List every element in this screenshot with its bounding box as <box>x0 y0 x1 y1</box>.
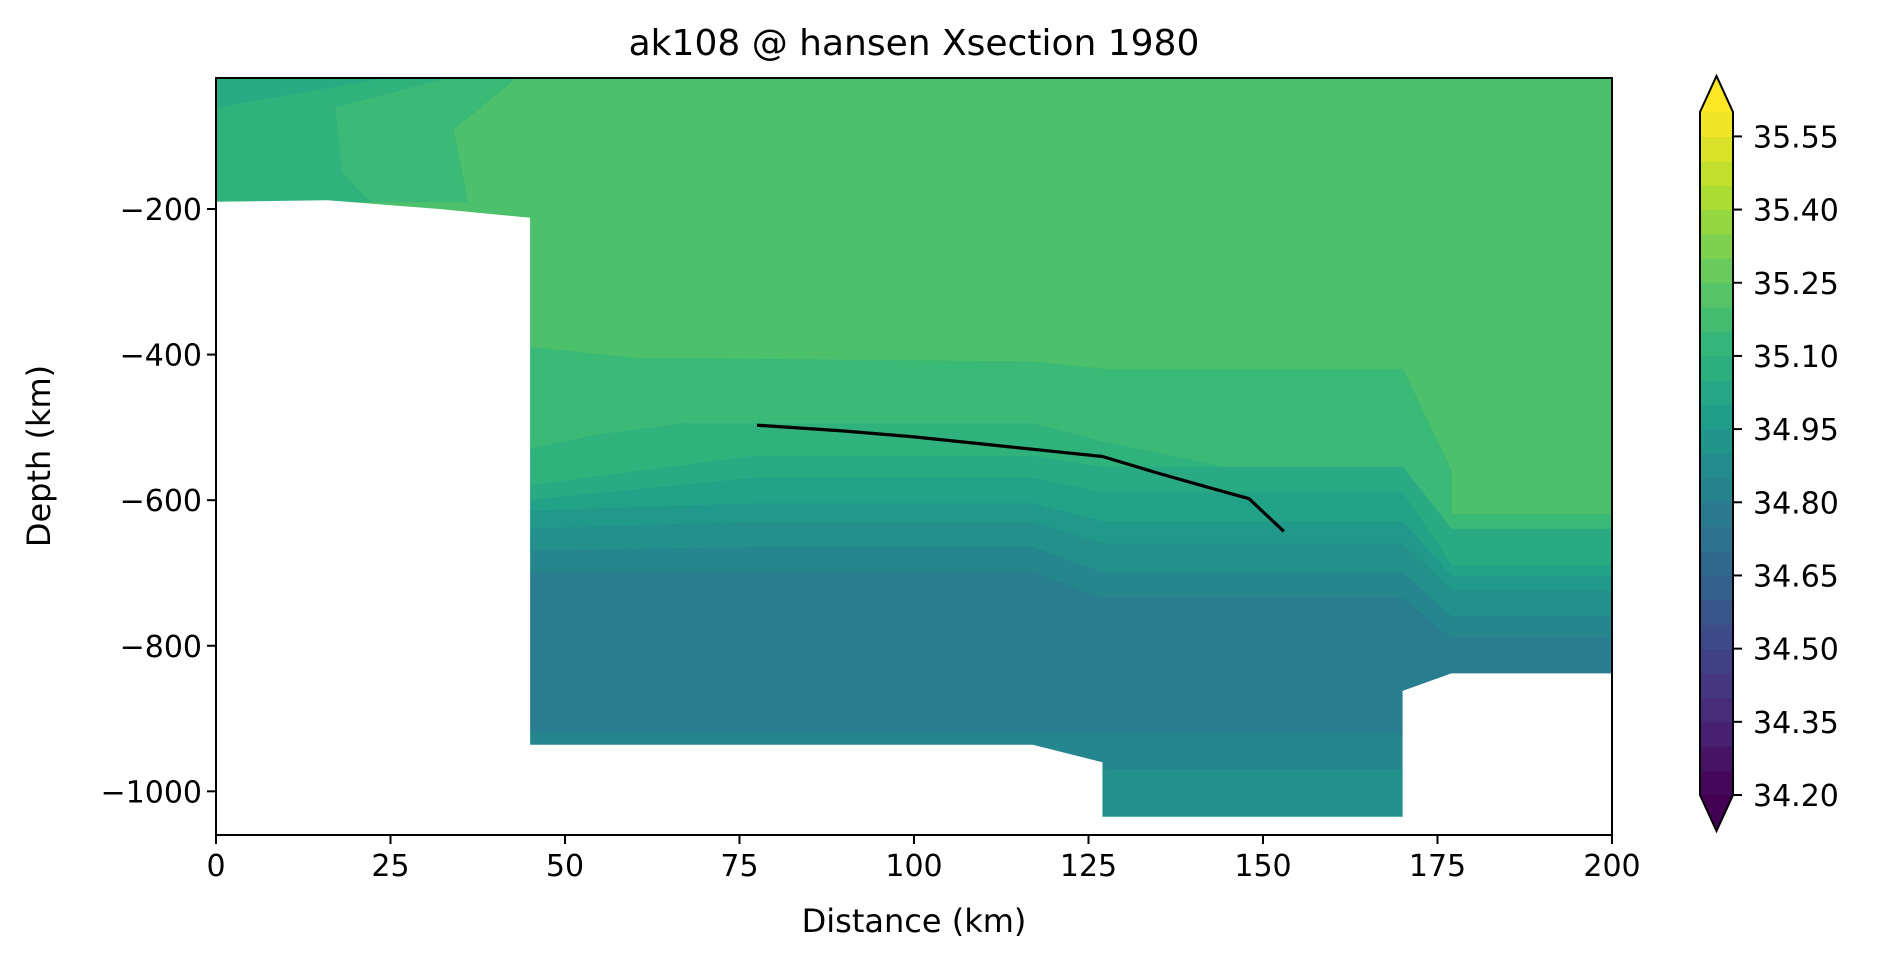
x-tick-label: 125 <box>1060 849 1117 884</box>
land-mask <box>216 200 1612 835</box>
colorbar-bin <box>1700 282 1733 308</box>
colorbar-bin <box>1700 136 1733 162</box>
colorbar-bin <box>1700 112 1733 137</box>
colorbar-bin <box>1700 746 1733 772</box>
chart-title: ak108 @ hansen Xsection 1980 <box>629 23 1200 64</box>
colorbar-tick-label: 35.55 <box>1753 120 1839 155</box>
colorbar-bin <box>1700 331 1733 357</box>
y-axis-label: Depth (km) <box>20 365 58 547</box>
colorbar-tick-label: 35.40 <box>1753 194 1839 229</box>
colorbar-tick-label: 35.25 <box>1753 267 1839 302</box>
colorbar-tick-label: 34.80 <box>1753 486 1839 521</box>
colorbar-bin <box>1700 575 1733 601</box>
y-tick-label: −400 <box>120 339 202 374</box>
x-tick-label: 100 <box>885 849 942 884</box>
profile-line <box>756 423 1286 533</box>
colorbar-bin <box>1700 404 1733 430</box>
colorbar-bin <box>1700 599 1733 625</box>
colorbar-extend-top <box>1700 76 1733 112</box>
colorbar-tick-label: 34.35 <box>1753 706 1839 741</box>
plot-area <box>216 78 1612 835</box>
colorbar-bin <box>1700 258 1733 284</box>
x-tick-label: 25 <box>371 849 409 884</box>
x-tick-label: 200 <box>1583 849 1640 884</box>
y-tick-label: −600 <box>120 484 202 519</box>
contour-band <box>216 78 447 203</box>
colorbar-bin <box>1700 770 1733 796</box>
y-axis: −200 −400 −600 −800 −1000 <box>101 193 216 810</box>
x-tick-label: 175 <box>1409 849 1466 884</box>
colorbar <box>1699 73 1734 834</box>
mask-region <box>216 200 1612 835</box>
colorbar-bin <box>1700 185 1733 211</box>
y-tick-label: −200 <box>120 193 202 228</box>
colorbar-extend-bottom <box>1700 795 1733 831</box>
colorbar-bin <box>1700 209 1733 235</box>
x-axis-label: Distance (km) <box>802 902 1027 940</box>
colorbar-tick-label: 35.10 <box>1753 340 1839 375</box>
colorbar-bin <box>1700 697 1733 723</box>
colorbar-bin <box>1700 233 1733 259</box>
colorbar-bin <box>1700 673 1733 699</box>
colorbar-bin <box>1700 380 1733 406</box>
colorbar-bin <box>1700 453 1733 479</box>
colorbar-bin <box>1700 307 1733 333</box>
colorbar-bin <box>1700 721 1733 747</box>
colorbar-bin <box>1700 551 1733 577</box>
x-axis: 0 25 50 75 100 125 150 175 200 <box>206 835 1641 884</box>
colorbar-bin <box>1700 355 1733 381</box>
x-tick-label: 150 <box>1234 849 1291 884</box>
x-tick-label: 50 <box>546 849 584 884</box>
x-tick-label: 0 <box>206 849 225 884</box>
colorbar-tick-label: 34.20 <box>1753 779 1839 814</box>
y-tick-label: −1000 <box>101 775 202 810</box>
colorbar-tick-label: 34.65 <box>1753 559 1839 594</box>
colorbar-tick-label: 34.50 <box>1753 633 1839 668</box>
y-tick-label: −800 <box>120 630 202 665</box>
colorbar-bin <box>1700 477 1733 503</box>
colorbar-tick-label: 34.95 <box>1753 413 1839 448</box>
colorbar-bin <box>1700 624 1733 650</box>
colorbar-bin <box>1700 160 1733 186</box>
colorbar-bin <box>1700 648 1733 674</box>
colorbar-bin <box>1700 526 1733 552</box>
colorbar-bin <box>1700 502 1733 528</box>
colorbar-bin <box>1700 429 1733 455</box>
x-tick-label: 75 <box>720 849 758 884</box>
colorbar-ticks: 34.20 34.35 34.50 34.65 34.80 34.95 35.10 35.25… <box>1733 120 1839 814</box>
contour-band <box>216 78 384 108</box>
